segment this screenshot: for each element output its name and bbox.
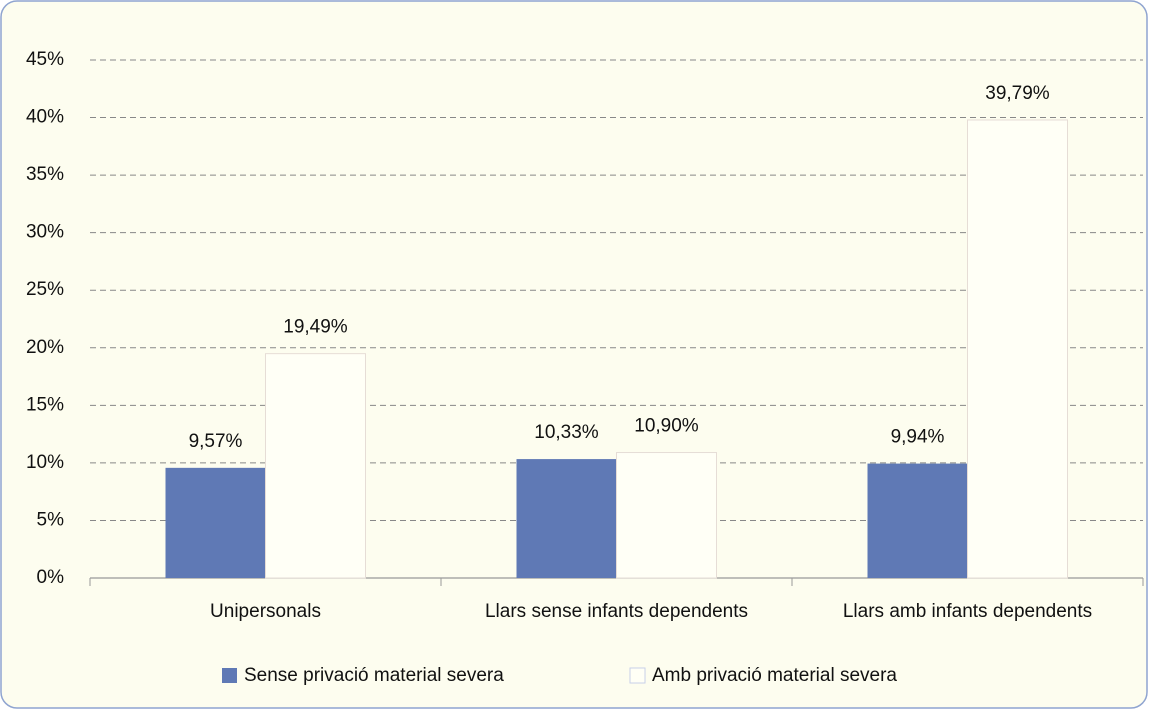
bar [967,119,1068,579]
value-label: 9,57% [189,431,243,452]
bar [165,467,266,578]
y-tick-label: 15% [26,394,64,415]
legend-swatch [629,667,646,684]
y-tick-label: 10% [26,452,64,473]
value-label: 10,33% [534,422,599,443]
bar [867,463,968,578]
y-tick-label: 20% [26,337,64,358]
y-tick-label: 30% [26,222,64,243]
y-tick-label: 5% [37,509,65,530]
value-label: 9,94% [891,427,945,448]
bar [265,353,366,579]
value-label: 10,90% [634,416,699,437]
y-tick-label: 0% [37,567,65,588]
value-label: 39,79% [985,83,1050,104]
x-tick-label: Llars amb infants dependents [843,601,1092,622]
y-tick-label: 40% [26,107,64,128]
x-tick-label: Unipersonals [210,601,321,622]
legend-swatch [222,668,237,683]
legend-label: Amb privació material severa [652,665,897,686]
bar [516,459,617,578]
y-tick-label: 25% [26,279,64,300]
legend-label: Sense privació material severa [244,665,504,686]
x-tick-label: Llars sense infants dependents [485,601,748,622]
y-tick-label: 45% [26,49,64,70]
value-label: 19,49% [283,317,348,338]
bar [616,452,717,579]
y-tick-label: 35% [26,164,64,185]
